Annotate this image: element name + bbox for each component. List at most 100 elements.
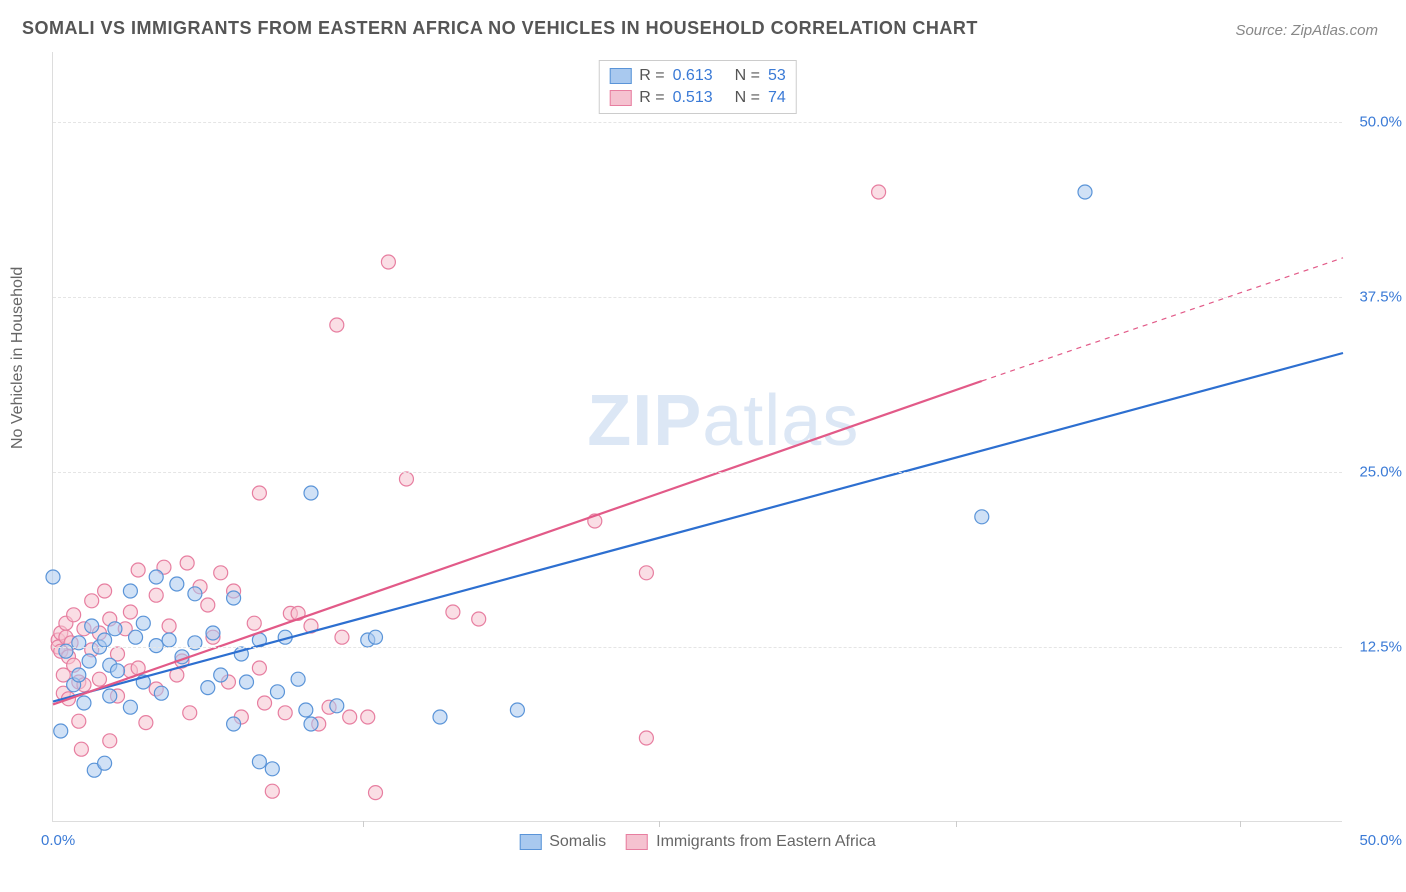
scatter-point-blue bbox=[82, 654, 96, 668]
scatter-point-blue bbox=[299, 703, 313, 717]
legend-r-label-pink: R = bbox=[639, 89, 664, 107]
scatter-point-blue bbox=[510, 703, 524, 717]
legend-n-value-pink: 74 bbox=[768, 89, 786, 107]
gridline-h bbox=[53, 647, 1342, 648]
legend-name-pink: Immigrants from Eastern Africa bbox=[656, 833, 876, 851]
source-label: Source: ZipAtlas.com bbox=[1235, 22, 1378, 39]
y-axis-tick: 50.0% bbox=[1347, 114, 1402, 131]
scatter-point-pink bbox=[361, 710, 375, 724]
scatter-point-pink bbox=[162, 619, 176, 633]
legend-r-value-blue: 0.613 bbox=[673, 67, 713, 85]
scatter-point-blue bbox=[77, 696, 91, 710]
scatter-point-pink bbox=[92, 672, 106, 686]
y-axis-tick: 37.5% bbox=[1347, 289, 1402, 306]
scatter-point-pink bbox=[72, 714, 86, 728]
legend-series: Somalis Immigrants from Eastern Africa bbox=[519, 833, 876, 851]
scatter-point-blue bbox=[103, 689, 117, 703]
scatter-point-pink bbox=[381, 255, 395, 269]
scatter-point-pink bbox=[131, 563, 145, 577]
x-axis-minor-tick bbox=[363, 821, 364, 827]
scatter-point-blue bbox=[154, 686, 168, 700]
legend-name-blue: Somalis bbox=[549, 833, 606, 851]
swatch-pink-2 bbox=[626, 834, 648, 850]
scatter-point-pink bbox=[201, 598, 215, 612]
scatter-point-blue bbox=[123, 700, 137, 714]
scatter-point-pink bbox=[252, 661, 266, 675]
legend-n-label-blue: N = bbox=[735, 67, 760, 85]
chart-title: SOMALI VS IMMIGRANTS FROM EASTERN AFRICA… bbox=[22, 18, 978, 39]
scatter-point-blue bbox=[214, 668, 228, 682]
x-axis-tick-max: 50.0% bbox=[1359, 832, 1402, 849]
scatter-point-pink bbox=[335, 630, 349, 644]
scatter-point-pink bbox=[139, 716, 153, 730]
scatter-point-blue bbox=[201, 681, 215, 695]
scatter-point-pink bbox=[67, 608, 81, 622]
y-axis-tick: 25.0% bbox=[1347, 464, 1402, 481]
swatch-pink bbox=[609, 90, 631, 106]
scatter-point-pink bbox=[343, 710, 357, 724]
scatter-point-blue bbox=[149, 639, 163, 653]
scatter-point-blue bbox=[98, 756, 112, 770]
scatter-point-blue bbox=[975, 510, 989, 524]
scatter-point-blue bbox=[304, 486, 318, 500]
regression-line-pink-extend bbox=[982, 258, 1343, 381]
legend-n-label-pink: N = bbox=[735, 89, 760, 107]
legend-n-value-blue: 53 bbox=[768, 67, 786, 85]
scatter-point-pink bbox=[258, 696, 272, 710]
scatter-point-blue bbox=[1078, 185, 1092, 199]
y-axis-label: No Vehicles in Household bbox=[9, 267, 27, 449]
swatch-blue bbox=[609, 68, 631, 84]
scatter-point-blue bbox=[227, 591, 241, 605]
legend-row-pink: R = 0.513 N = 74 bbox=[609, 87, 786, 109]
scatter-point-pink bbox=[103, 734, 117, 748]
scatter-point-blue bbox=[206, 626, 220, 640]
y-axis-tick: 12.5% bbox=[1347, 639, 1402, 656]
scatter-point-blue bbox=[149, 570, 163, 584]
scatter-point-pink bbox=[399, 472, 413, 486]
legend-item-pink: Immigrants from Eastern Africa bbox=[626, 833, 876, 851]
scatter-point-blue bbox=[170, 577, 184, 591]
regression-line-blue bbox=[53, 353, 1343, 702]
x-axis-tick-min: 0.0% bbox=[41, 832, 75, 849]
scatter-point-blue bbox=[330, 699, 344, 713]
scatter-point-pink bbox=[85, 594, 99, 608]
scatter-point-pink bbox=[639, 731, 653, 745]
scatter-point-blue bbox=[46, 570, 60, 584]
regression-line-pink bbox=[53, 381, 982, 704]
x-axis-minor-tick bbox=[659, 821, 660, 827]
gridline-h bbox=[53, 297, 1342, 298]
chart-plot-area: ZIPatlas R = 0.613 N = 53 R = 0.513 N = … bbox=[52, 52, 1342, 822]
scatter-point-blue bbox=[433, 710, 447, 724]
legend-r-label-blue: R = bbox=[639, 67, 664, 85]
scatter-point-blue bbox=[270, 685, 284, 699]
gridline-h bbox=[53, 122, 1342, 123]
scatter-point-blue bbox=[240, 675, 254, 689]
legend-row-blue: R = 0.613 N = 53 bbox=[609, 65, 786, 87]
scatter-point-pink bbox=[247, 616, 261, 630]
scatter-point-pink bbox=[472, 612, 486, 626]
x-axis-minor-tick bbox=[1240, 821, 1241, 827]
scatter-point-blue bbox=[129, 630, 143, 644]
scatter-point-blue bbox=[123, 584, 137, 598]
scatter-point-blue bbox=[72, 668, 86, 682]
scatter-point-pink bbox=[214, 566, 228, 580]
scatter-point-blue bbox=[162, 633, 176, 647]
x-axis-minor-tick bbox=[956, 821, 957, 827]
scatter-point-blue bbox=[227, 717, 241, 731]
scatter-point-pink bbox=[149, 588, 163, 602]
scatter-point-blue bbox=[98, 633, 112, 647]
scatter-point-blue bbox=[54, 724, 68, 738]
legend-r-value-pink: 0.513 bbox=[673, 89, 713, 107]
gridline-h bbox=[53, 472, 1342, 473]
scatter-point-blue bbox=[108, 622, 122, 636]
scatter-point-pink bbox=[98, 584, 112, 598]
scatter-point-blue bbox=[369, 630, 383, 644]
scatter-point-pink bbox=[252, 486, 266, 500]
scatter-point-blue bbox=[111, 664, 125, 678]
swatch-blue-2 bbox=[519, 834, 541, 850]
scatter-point-blue bbox=[265, 762, 279, 776]
chart-svg bbox=[53, 52, 1342, 821]
scatter-point-blue bbox=[291, 672, 305, 686]
scatter-point-pink bbox=[74, 742, 88, 756]
legend-correlation: R = 0.613 N = 53 R = 0.513 N = 74 bbox=[598, 60, 797, 114]
